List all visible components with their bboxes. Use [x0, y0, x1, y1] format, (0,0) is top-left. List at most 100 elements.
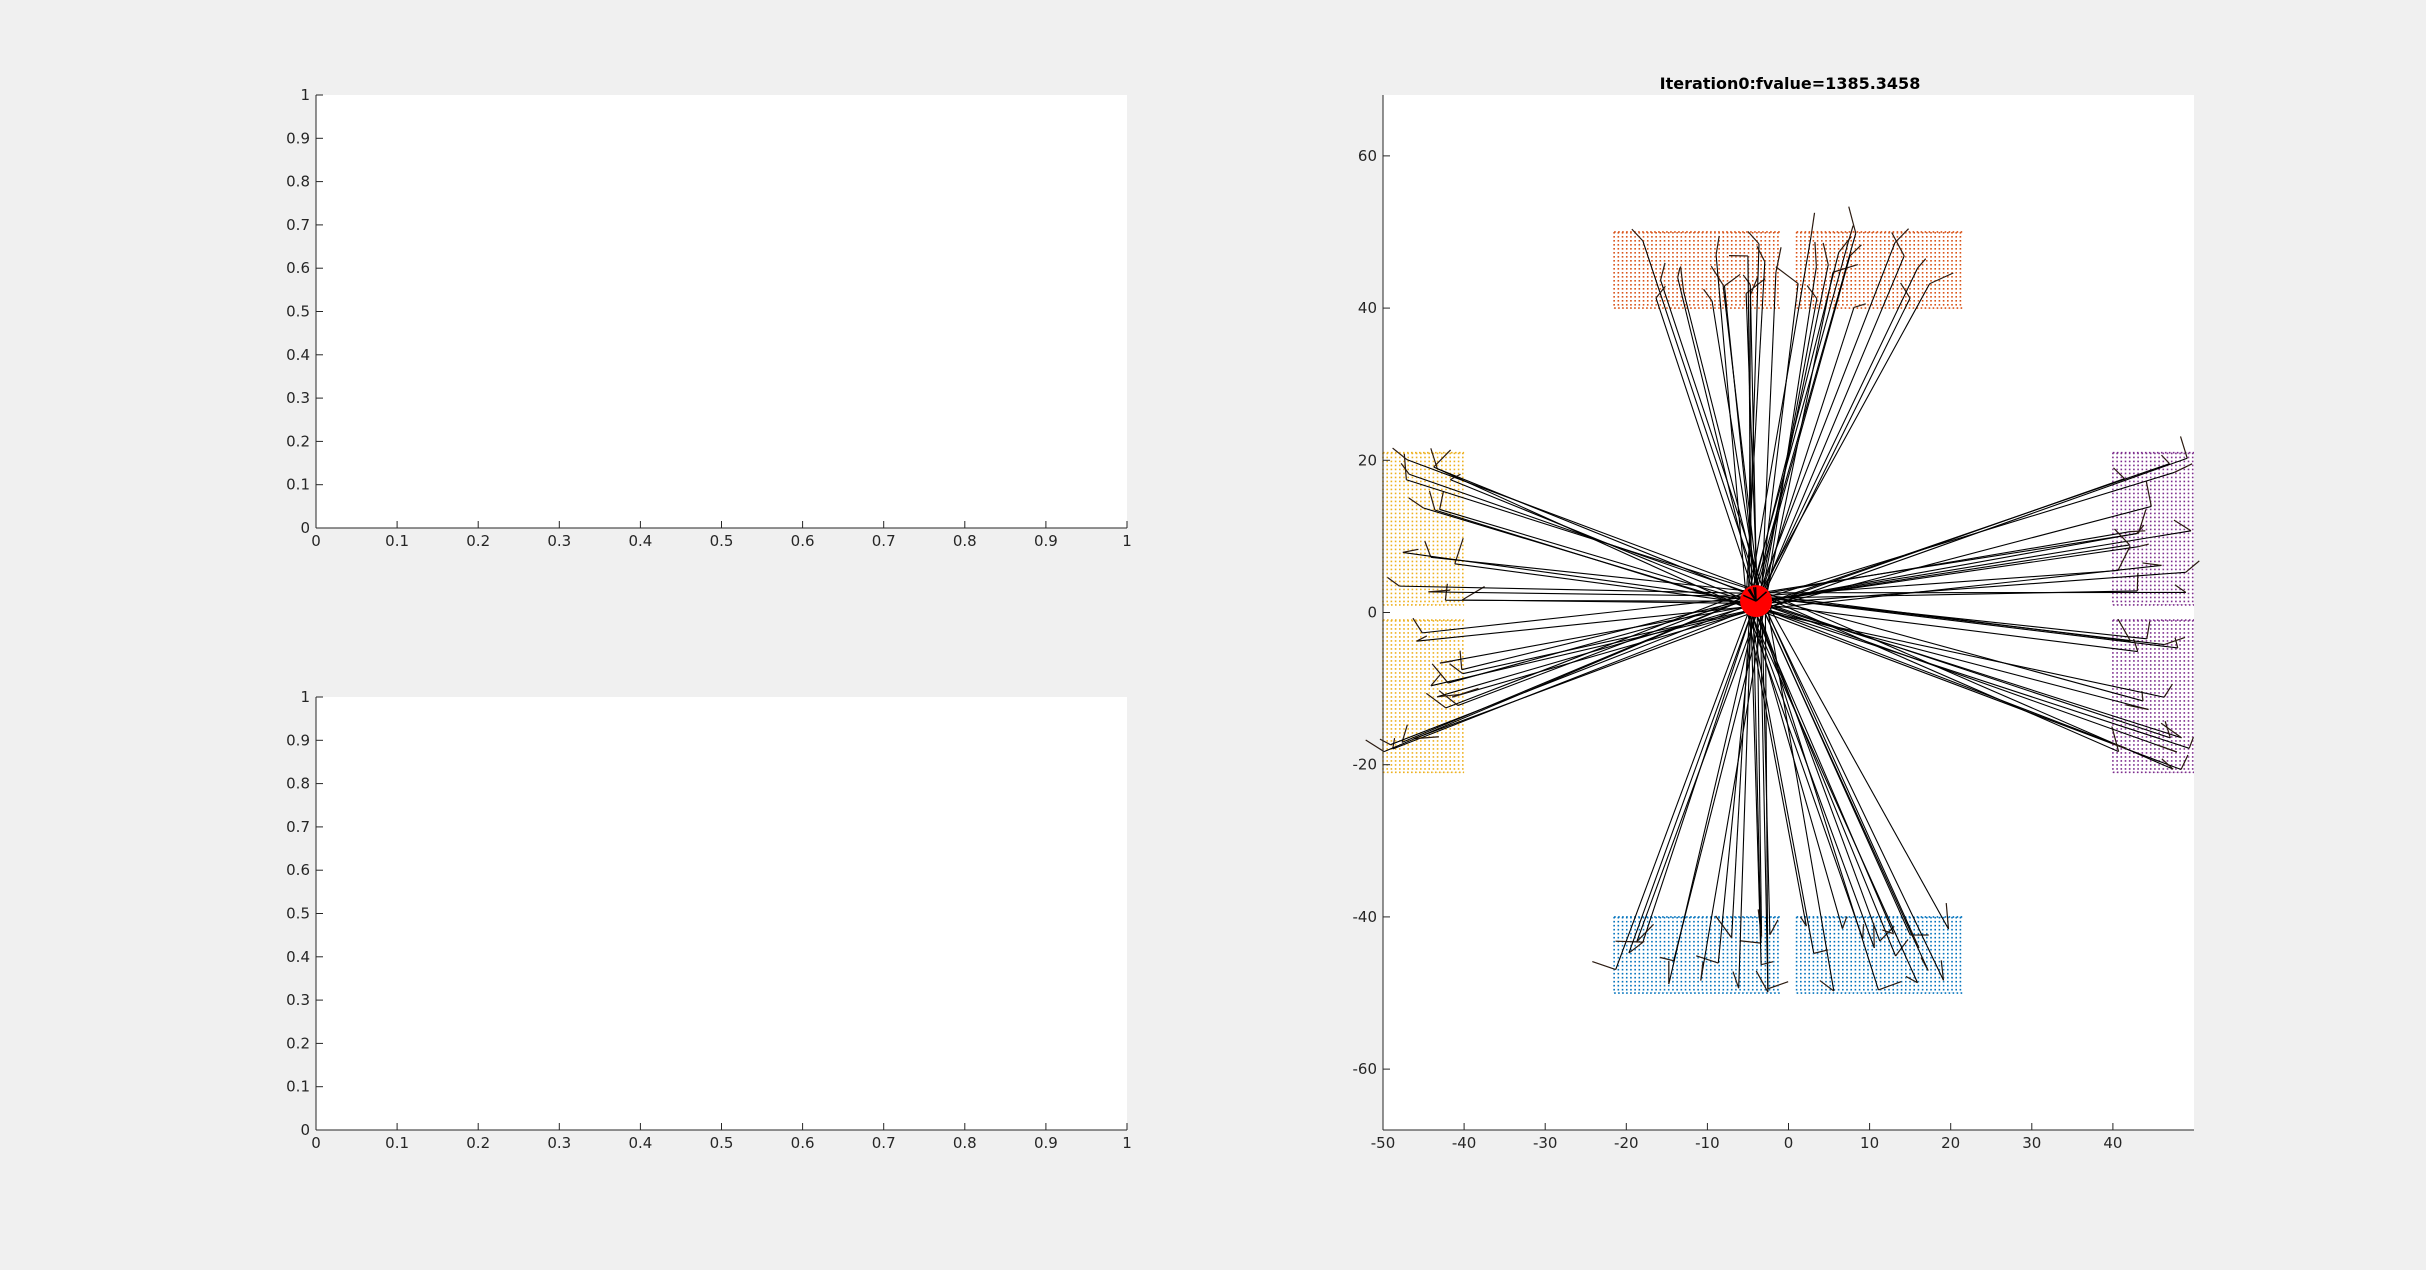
connection-line: [1750, 608, 1762, 965]
y-tick-label: -60: [1353, 1060, 1378, 1078]
connection-line: [1750, 531, 2131, 597]
y-tick-label: 0.1: [286, 476, 310, 494]
x-tick-label: 0.5: [710, 1134, 734, 1152]
connection-line: [1764, 272, 1834, 605]
connection-line: [1756, 297, 1911, 607]
x-tick-label: -20: [1614, 1134, 1639, 1152]
region-stroke: [2180, 754, 2189, 770]
center-marker: [1740, 585, 1773, 618]
x-tick-label: 10: [1860, 1134, 1879, 1152]
region-stroke: [1767, 981, 1789, 990]
x-tick-label: 0.3: [547, 1134, 571, 1152]
connection-line: [1745, 606, 1864, 939]
connection-line: [1434, 509, 1753, 609]
y-tick-label: -40: [1353, 908, 1378, 926]
region-stroke: [2136, 524, 2145, 535]
y-tick-label: 0.3: [286, 389, 310, 407]
connection-line: [1759, 267, 1919, 598]
connection-line: [1439, 605, 1752, 664]
connection-line: [1437, 468, 1753, 597]
plot-area-background: [316, 697, 1127, 1130]
connection-line: [1759, 255, 1905, 602]
region-stroke: [2174, 584, 2187, 593]
x-tick-label: 1: [1122, 1134, 1132, 1152]
connection-line: [1731, 604, 1751, 938]
y-tick-label: 0.3: [286, 991, 310, 1009]
y-tick-label: 0.2: [286, 1034, 310, 1052]
y-tick-label: 0.7: [286, 216, 310, 234]
region-stroke: [1387, 576, 1400, 587]
region-stroke: [1749, 277, 1759, 296]
region-stroke: [1814, 241, 1817, 267]
connection-line: [1747, 236, 1812, 607]
region-stroke: [1822, 242, 1829, 265]
region-stroke: [1403, 453, 1407, 480]
region-stroke: [1365, 739, 1385, 753]
region-stroke: [1724, 273, 1741, 287]
connection-line: [1757, 602, 2178, 753]
y-tick-label: 0.6: [286, 861, 310, 879]
region-stroke: [1703, 288, 1713, 302]
x-tick-label: 0.6: [791, 532, 815, 550]
connection-line: [1436, 601, 1765, 698]
connection-line: [1452, 609, 1753, 698]
region-stroke: [1917, 258, 1927, 269]
connection-line: [1745, 604, 1807, 927]
region-7: [1795, 916, 1963, 994]
connection-line: [1765, 266, 1817, 598]
connection-line: [1749, 599, 2182, 739]
region-stroke: [1424, 540, 1432, 558]
region-stroke: [2188, 736, 2194, 749]
connection-line: [1461, 597, 1756, 671]
connection-line: [1422, 596, 1748, 634]
x-tick-label: 0.3: [547, 532, 571, 550]
region-stroke: [1438, 690, 1459, 706]
region-stroke: [1775, 266, 1799, 285]
connection-line: [1749, 233, 1857, 606]
region-stroke: [1715, 235, 1720, 255]
region-stroke: [1755, 970, 1769, 993]
x-tick-label: 20: [1941, 1134, 1960, 1152]
x-tick-label: 0.4: [628, 1134, 652, 1152]
connection-line: [1762, 532, 2139, 602]
region-stroke: [1853, 303, 1866, 309]
region-stroke: [1910, 930, 1920, 949]
connection-line: [1765, 571, 2186, 604]
connection-line: [1751, 598, 2171, 739]
connection-line: [1755, 595, 2178, 649]
x-tick-label: 0.7: [872, 1134, 896, 1152]
region-stroke: [1408, 497, 1424, 509]
center-stroke: [1742, 594, 1757, 602]
y-tick-label: 60: [1358, 147, 1377, 165]
region-stroke: [1400, 463, 1410, 475]
y-tick-label: -20: [1353, 756, 1378, 774]
connection-line: [1752, 591, 2119, 753]
region-stroke: [1739, 940, 1762, 944]
axes-right: -50 -40 -30 -20 -10 0 10 20 30 40 -60 -40 -20 0 20 40 60…: [1353, 74, 2200, 1152]
connection-line: [1615, 591, 1757, 970]
region-stroke: [1615, 940, 1643, 943]
region-stroke: [1841, 916, 1848, 929]
y-tick-label: 0.9: [286, 129, 310, 147]
region-stroke: [1905, 975, 1918, 984]
axis-lines: -50 -40 -30 -20 -10 0 10 20 30 40 -60 -40 -20 0 20 40 60: [1353, 95, 2194, 1152]
connection-line: [1746, 603, 1919, 983]
y-tick-label: 0.8: [286, 775, 310, 793]
x-tick-label: 0.2: [466, 532, 490, 550]
x-tick-label: 30: [2022, 1134, 2041, 1152]
region-stroke: [1945, 903, 1950, 930]
region-stroke: [2160, 722, 2182, 739]
region-stroke: [1810, 212, 1816, 238]
region-stroke: [1425, 692, 1447, 709]
region-0: [1613, 231, 1781, 309]
region-stroke: [1873, 922, 1875, 948]
region-stroke: [1416, 635, 1428, 642]
connection-line: [1753, 530, 2192, 603]
y-tick-label: 0: [300, 519, 310, 537]
connection-line: [1759, 283, 1799, 595]
y-tick-label: 0.6: [286, 259, 310, 277]
region-stroke: [1747, 231, 1760, 245]
region-stroke: [1732, 971, 1740, 989]
connection-line: [1700, 598, 1767, 981]
region-stroke: [1636, 923, 1654, 943]
